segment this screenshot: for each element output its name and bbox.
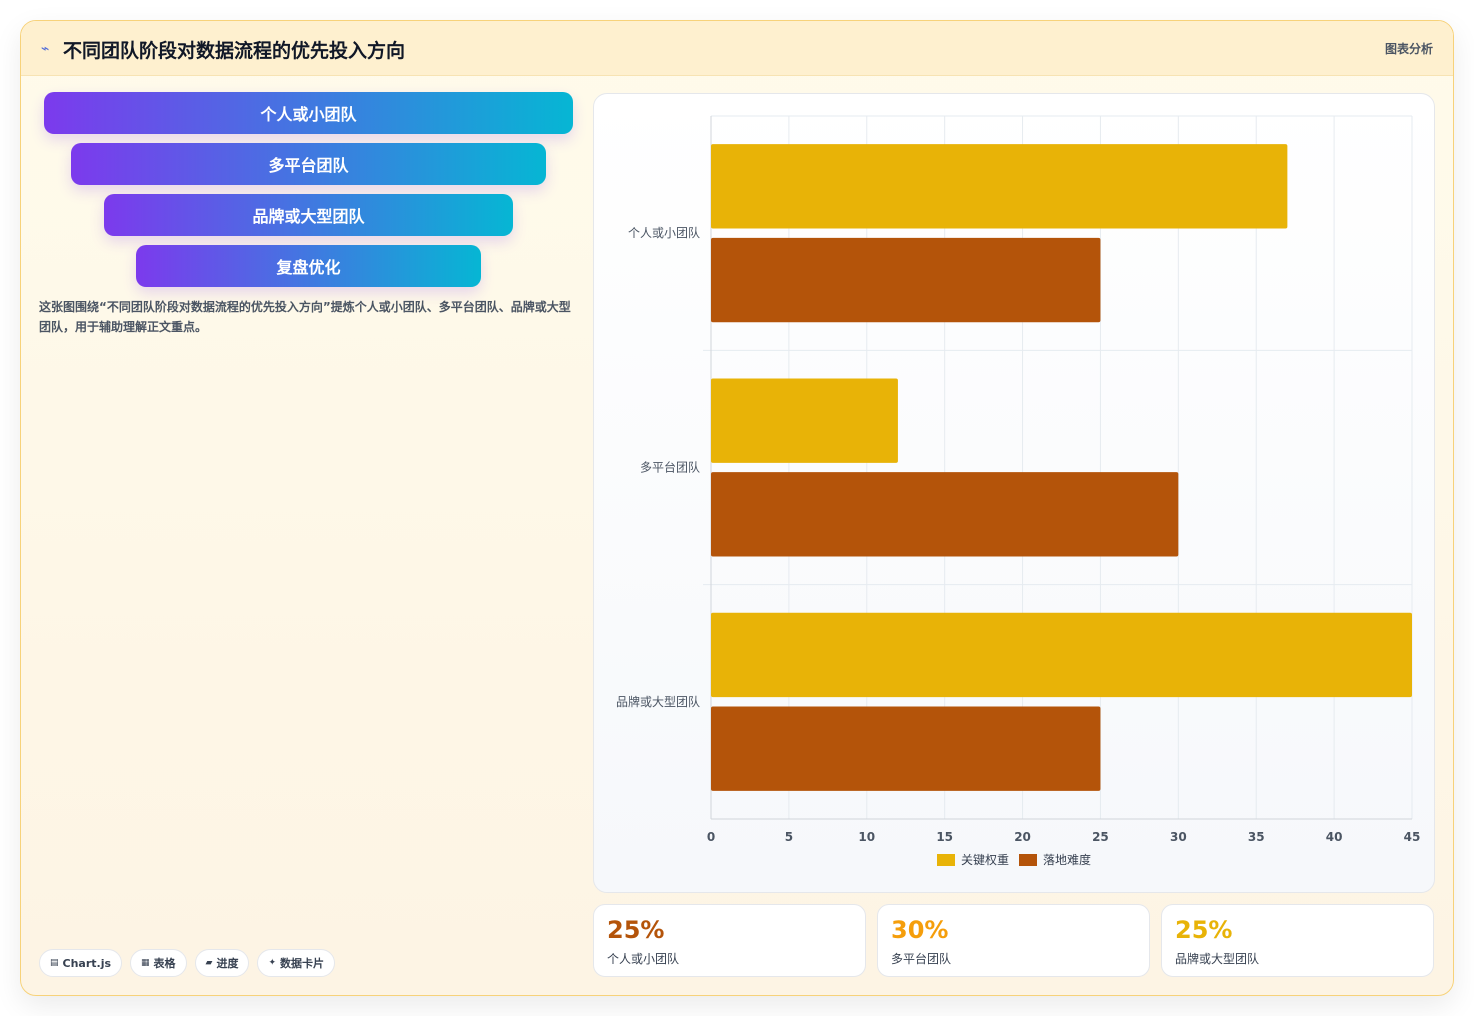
chart-analysis-tag: 图表分析 <box>1384 42 1433 56</box>
y-tick-label: 品牌或大型团队 <box>616 694 700 709</box>
x-tick-label: 10 <box>858 830 875 844</box>
x-tick-label: 35 <box>1248 830 1265 844</box>
stat-label: 个人或小团队 <box>607 952 680 966</box>
y-tick-label: 个人或小团队 <box>628 225 700 240</box>
x-tick-label: 40 <box>1326 830 1343 844</box>
chip-table[interactable]: ▦ 表格 <box>130 949 187 977</box>
funnel-step-2: 多平台团队 <box>71 143 546 185</box>
x-tick-label: 15 <box>936 830 953 844</box>
progress-icon: ▰ <box>205 958 213 968</box>
legend-swatch <box>937 854 955 866</box>
funnel-step-3: 品牌或大型团队 <box>104 194 513 236</box>
card-header: ⌁ 不同团队阶段对数据流程的优先投入方向 图表分析 <box>21 21 1453 76</box>
stat-value: 25% <box>1175 916 1233 944</box>
funnel-step-4: 复盘优化 <box>136 245 481 287</box>
stat-label: 多平台团队 <box>891 952 952 966</box>
x-tick-label: 30 <box>1170 830 1187 844</box>
table-icon: ▦ <box>141 958 150 968</box>
y-tick-label: 多平台团队 <box>640 460 700 475</box>
tech-chips: ▤ Chart.js ▦ 表格 ▰ 进度 ✦ 数据卡片 <box>39 949 336 977</box>
stat-card-2: 30% 多平台团队 <box>877 904 1150 977</box>
image-icon: ▤ <box>50 958 59 968</box>
bar-chart-panel: 个人或小团队多平台团队品牌或大型团队 0 5 10 15 20 25 30 35 40 45 关键权重… <box>593 93 1435 893</box>
card-title: 不同团队阶段对数据流程的优先投入方向 <box>63 40 406 62</box>
x-tick-label: 5 <box>785 830 793 844</box>
chip-label: 数据卡片 <box>280 957 325 970</box>
chip-chartjs[interactable]: ▤ Chart.js <box>39 949 123 977</box>
stat-label: 品牌或大型团队 <box>1175 952 1260 966</box>
bar-weight <box>711 612 1412 698</box>
chip-label: 进度 <box>216 957 239 970</box>
funnel-step-1: 个人或小团队 <box>44 92 573 134</box>
chart-description: 这张图围绕“不同团队阶段对数据流程的优先投入方向”提炼个人或小团队、多平台团队、… <box>39 300 571 334</box>
chip-label: 表格 <box>153 957 176 970</box>
stat-card-3: 25% 品牌或大型团队 <box>1161 904 1434 977</box>
x-tick-label: 0 <box>707 830 715 844</box>
stat-value: 30% <box>891 916 949 944</box>
bar-difficulty <box>711 706 1101 791</box>
chart-trend-icon: ⌁ <box>41 41 50 57</box>
x-tick-label: 45 <box>1404 830 1421 844</box>
legend-label: 关键权重 <box>961 853 1009 867</box>
chip-progress[interactable]: ▰ 进度 <box>194 949 250 977</box>
chip-data-card[interactable]: ✦ 数据卡片 <box>257 949 336 977</box>
bar-weight <box>711 378 898 463</box>
bar-difficulty <box>711 472 1179 557</box>
legend-label: 落地难度 <box>1043 852 1091 867</box>
chart-card: ⌁ 不同团队阶段对数据流程的优先投入方向 图表分析 个人或小团队 多平台团队 品… <box>20 20 1454 996</box>
bar-weight <box>711 144 1288 229</box>
x-tick-label: 25 <box>1092 830 1109 844</box>
bar-difficulty <box>711 237 1101 323</box>
stat-card-1: 25% 个人或小团队 <box>593 904 866 977</box>
x-tick-label: 20 <box>1014 830 1031 844</box>
chip-label: Chart.js <box>62 956 112 970</box>
sparkle-icon: ✦ <box>268 958 277 968</box>
legend-swatch <box>1019 854 1037 866</box>
stat-value: 25% <box>607 916 665 944</box>
